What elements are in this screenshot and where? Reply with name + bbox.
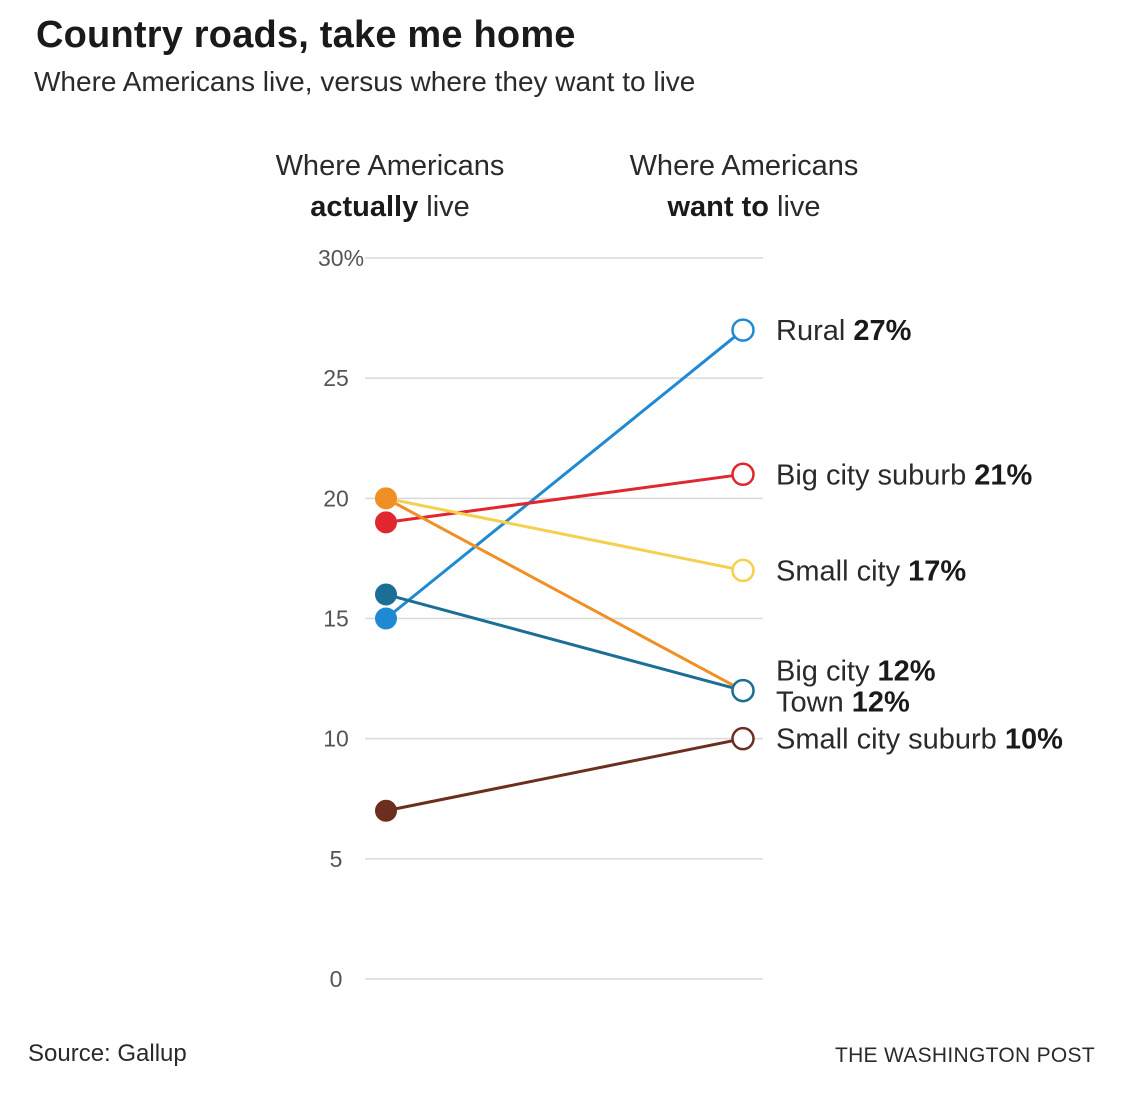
series-label-value-big-city: 12% bbox=[878, 656, 936, 688]
series-line-town bbox=[385, 593, 744, 693]
point-actual-big-city bbox=[375, 487, 397, 510]
column-header-desired-line2: want to live bbox=[584, 187, 904, 228]
column-header-desired-bold: want to bbox=[667, 191, 769, 223]
series-label-value-town: 12% bbox=[852, 687, 910, 719]
column-header-actual-rest: live bbox=[418, 191, 470, 223]
column-header-desired: Where Americans want to live bbox=[584, 146, 904, 228]
series-line-small-city-suburb bbox=[385, 737, 744, 813]
series-label-value-big-city-suburb: 21% bbox=[974, 459, 1032, 491]
series-label-name-small-city: Small city bbox=[776, 555, 908, 587]
point-desired-small-city-suburb bbox=[731, 726, 755, 751]
chart-subtitle: Where Americans live, versus where they … bbox=[34, 66, 696, 97]
y-tick-label-15: 15 bbox=[323, 606, 349, 632]
series-label-name-rural: Rural bbox=[776, 315, 853, 347]
y-tick-label-30: 30% bbox=[318, 245, 364, 271]
point-actual-small-city-suburb bbox=[375, 799, 397, 822]
column-header-desired-line1: Where Americans bbox=[629, 150, 859, 182]
publisher-credit: THE WASHINGTON POST bbox=[834, 1044, 1095, 1067]
point-actual-big-city-suburb bbox=[375, 511, 397, 534]
column-header-desired-rest: live bbox=[768, 191, 821, 223]
series-label-name-big-city-suburb: Big city suburb bbox=[776, 459, 974, 491]
series-label-name-big-city: Big city bbox=[776, 656, 878, 688]
series-label-town: Town 12% bbox=[776, 687, 910, 719]
series-points bbox=[375, 318, 755, 822]
point-desired-rural bbox=[731, 318, 755, 342]
point-desired-small-city bbox=[731, 558, 755, 583]
series-line-small-city bbox=[385, 496, 744, 572]
series-label-value-small-city: 17% bbox=[908, 555, 966, 587]
series-label-value-small-city-suburb: 10% bbox=[1005, 724, 1063, 756]
column-header-actual-line2: actually live bbox=[230, 187, 550, 228]
y-tick-label-25: 25 bbox=[323, 365, 349, 391]
series-label-small-city: Small city 17% bbox=[776, 555, 966, 587]
y-tick-label-0: 0 bbox=[330, 966, 343, 992]
point-desired-town bbox=[731, 678, 755, 703]
series-label-small-city-suburb: Small city suburb 10% bbox=[776, 724, 1063, 756]
series-label-value-rural: 27% bbox=[853, 315, 911, 347]
series-lines bbox=[385, 328, 744, 813]
column-header-actual-line1: Where Americans bbox=[275, 150, 505, 182]
series-label-name-small-city-suburb: Small city suburb bbox=[776, 724, 1005, 756]
y-tick-label-20: 20 bbox=[323, 485, 349, 511]
series-line-big-city bbox=[385, 497, 744, 692]
column-header-actual-bold: actually bbox=[310, 191, 419, 223]
series-line-big-city-suburb bbox=[385, 472, 744, 524]
point-actual-rural bbox=[375, 607, 397, 630]
series-label-big-city-suburb: Big city suburb 21% bbox=[776, 459, 1033, 491]
series-line-rural bbox=[385, 328, 744, 620]
column-header-actual: Where Americans actually live bbox=[230, 146, 550, 228]
series-label-big-city: Big city 12% bbox=[776, 656, 936, 688]
chart-title: Country roads, take me home bbox=[36, 14, 576, 56]
point-actual-town bbox=[375, 583, 397, 606]
series-label-rural: Rural 27% bbox=[776, 315, 912, 347]
point-desired-big-city-suburb bbox=[731, 462, 755, 487]
series-labels: Rural 27% Big city suburb 21% Small city 1… bbox=[776, 315, 1063, 756]
source-note: Source: Gallup bbox=[28, 1040, 187, 1067]
y-tick-label-5: 5 bbox=[330, 846, 343, 872]
y-tick-label-10: 10 bbox=[323, 726, 349, 752]
series-label-name-town: Town bbox=[776, 687, 852, 719]
